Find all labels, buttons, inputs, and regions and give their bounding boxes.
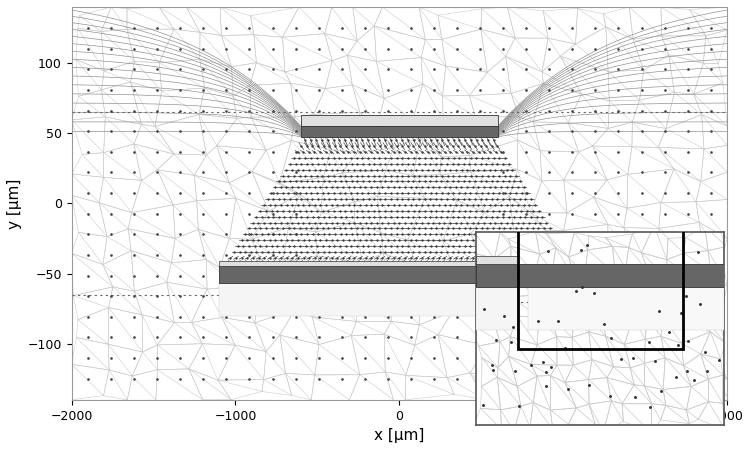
Bar	[476, 287, 518, 330]
Bar	[476, 256, 518, 264]
Bar	[476, 264, 724, 287]
Bar	[301, 115, 498, 126]
Bar	[219, 261, 580, 266]
Bar	[528, 287, 724, 330]
Bar	[301, 126, 498, 137]
Bar	[573, 260, 588, 290]
Bar	[518, 226, 682, 349]
Bar	[219, 266, 580, 284]
X-axis label: x [μm]: x [μm]	[374, 428, 424, 443]
Bar	[219, 284, 580, 315]
Y-axis label: y [μm]: y [μm]	[7, 178, 22, 229]
